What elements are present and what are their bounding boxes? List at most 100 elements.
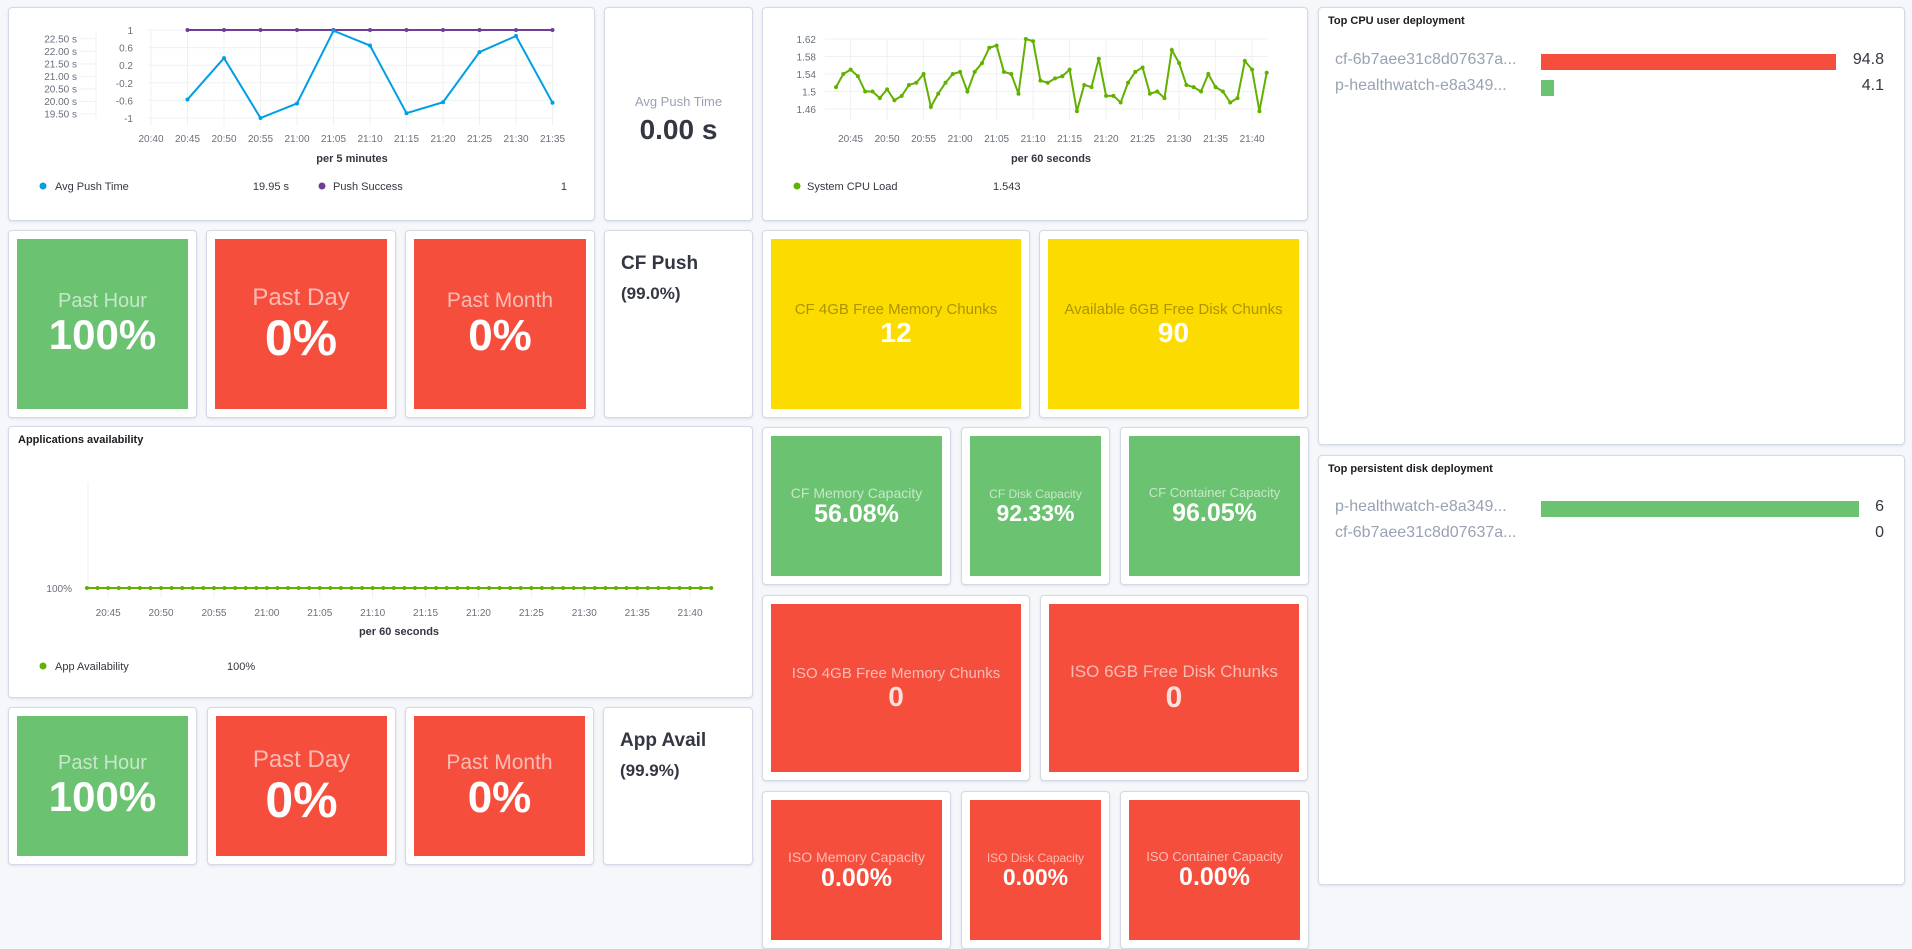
app-availability-point bbox=[85, 586, 89, 590]
tile-label: Past Day bbox=[252, 283, 350, 311]
legend-value: 100% bbox=[227, 661, 255, 673]
y-right-tick-label: 0.6 bbox=[119, 44, 133, 55]
app-avail-past-day: Past Day 0% bbox=[207, 707, 396, 865]
app-availability-point bbox=[434, 586, 439, 590]
system-cpu-load-point bbox=[1199, 89, 1203, 94]
app-avail-percent: (99.9%) bbox=[620, 761, 680, 780]
topn-row[interactable]: cf-6b7aee31c8d07637a... 0 bbox=[1319, 524, 1904, 544]
tile-value: 100% bbox=[48, 311, 157, 359]
app-availability-point bbox=[360, 586, 365, 590]
app-availability-point bbox=[614, 586, 618, 590]
system-cpu-load-point bbox=[980, 61, 984, 66]
app-availability-point bbox=[211, 586, 216, 590]
y-tick-label: 1.54 bbox=[797, 70, 817, 81]
system-cpu-load-point bbox=[1140, 65, 1145, 70]
avg-push-time-point bbox=[295, 101, 299, 106]
app-availability-point bbox=[307, 586, 312, 590]
app-availability-point bbox=[698, 586, 703, 590]
system-cpu-load-point bbox=[885, 87, 890, 92]
cf-push-title: CF Push bbox=[621, 253, 699, 274]
x-tick-label: 21:30 bbox=[1167, 134, 1192, 145]
push-success-point bbox=[368, 28, 372, 32]
app-availability-point bbox=[666, 586, 671, 590]
system-cpu-load-point bbox=[1191, 85, 1196, 90]
system-cpu-load-point bbox=[965, 89, 970, 94]
app-availability-point bbox=[688, 586, 693, 590]
app-availability-point bbox=[275, 586, 280, 590]
system-cpu-load-point bbox=[1206, 72, 1211, 76]
y-tick-label: 1.5 bbox=[802, 88, 816, 99]
y-left-tick-label: 21.50 s bbox=[44, 59, 77, 70]
topn-row[interactable]: p-healthwatch-e8a349... 6 bbox=[1319, 498, 1904, 518]
tile-value: 100% bbox=[48, 773, 157, 821]
system-cpu-load-point bbox=[936, 91, 941, 96]
app-availability-point bbox=[465, 586, 470, 590]
system-cpu-load-point bbox=[1089, 85, 1094, 90]
x-tick-label: 20:45 bbox=[838, 134, 863, 145]
topn-row[interactable]: cf-6b7aee31c8d07637a... 94.8 bbox=[1319, 51, 1904, 71]
y-left-tick-label: 22.00 s bbox=[44, 47, 77, 58]
topn-row[interactable]: p-healthwatch-e8a349... 4.1 bbox=[1319, 77, 1904, 97]
deployment-name[interactable]: cf-6b7aee31c8d07637a... bbox=[1335, 524, 1517, 541]
system-cpu-load-point bbox=[921, 72, 926, 76]
system-cpu-load-point bbox=[899, 93, 904, 98]
deployment-name[interactable]: cf-6b7aee31c8d07637a... bbox=[1335, 51, 1517, 68]
panel-title: Applications availability bbox=[18, 434, 144, 446]
legend-label: Push Success bbox=[333, 181, 403, 193]
app-availability-point bbox=[529, 586, 534, 590]
app-availability-point bbox=[550, 586, 555, 590]
system-cpu-load-point bbox=[950, 72, 955, 76]
system-cpu-load-point bbox=[1118, 100, 1123, 105]
app-availability-point bbox=[487, 586, 492, 590]
push-success-point bbox=[258, 28, 263, 32]
app-availability-point bbox=[635, 586, 640, 590]
y-tick-label: 1.46 bbox=[797, 105, 817, 116]
x-tick-label: 21:30 bbox=[572, 608, 597, 619]
app-availability-point bbox=[709, 586, 714, 590]
x-tick-label: 21:05 bbox=[307, 608, 332, 619]
tile-value: 0 bbox=[888, 680, 904, 712]
tile-label: ISO Memory Capacity bbox=[788, 848, 925, 865]
system-cpu-load-point bbox=[1228, 100, 1233, 105]
system-cpu-load-point bbox=[1264, 70, 1269, 75]
app-availability-point bbox=[370, 586, 375, 590]
panel-title: Top persistent disk deployment bbox=[1328, 463, 1493, 475]
app-availability-point bbox=[106, 586, 111, 590]
tile-label: CF Disk Capacity bbox=[989, 486, 1082, 501]
app-availability-point bbox=[508, 586, 513, 590]
deployment-value: 4.1 bbox=[1861, 77, 1884, 94]
system-cpu-load-point bbox=[1067, 67, 1072, 72]
avg-push-time-label: Avg Push Time bbox=[634, 94, 723, 109]
push-success-point bbox=[477, 28, 482, 32]
deployment-bar bbox=[1541, 54, 1836, 70]
app-availability-point bbox=[222, 586, 227, 590]
system-cpu-load-point bbox=[1082, 82, 1087, 87]
x-tick-label: 20:55 bbox=[201, 608, 226, 619]
x-tick-label: 21:05 bbox=[321, 134, 346, 145]
app-availability-point bbox=[518, 586, 523, 590]
tile-value: 0% bbox=[468, 310, 532, 360]
tile-value: 92.33% bbox=[996, 499, 1075, 526]
app-availability-point bbox=[582, 586, 587, 590]
app-availability-point bbox=[159, 586, 164, 590]
app-availability-point bbox=[561, 586, 566, 590]
app-availability-point bbox=[455, 586, 460, 590]
avg-push-time-point bbox=[441, 100, 445, 105]
system-cpu-load-point bbox=[1177, 61, 1182, 66]
deployment-name[interactable]: p-healthwatch-e8a349... bbox=[1335, 498, 1507, 515]
tile-label: Past Day bbox=[252, 745, 351, 773]
y-right-tick-label: 0.2 bbox=[119, 61, 133, 72]
tile-label: CF Memory Capacity bbox=[790, 484, 923, 501]
app-availability-point bbox=[137, 586, 142, 590]
app-availability-point bbox=[296, 586, 301, 590]
deployment-name[interactable]: p-healthwatch-e8a349... bbox=[1335, 77, 1507, 94]
tile-label: Available 6GB Free Disk Chunks bbox=[1064, 300, 1283, 318]
x-tick-label: 20:50 bbox=[149, 608, 174, 619]
app-availability-point bbox=[645, 586, 650, 590]
x-tick-label: 20:50 bbox=[211, 134, 236, 145]
x-tick-label: 21:25 bbox=[467, 134, 492, 145]
app-avail-summary: App Avail (99.9%) bbox=[603, 707, 753, 865]
x-tick-label: 21:30 bbox=[503, 134, 528, 145]
system-cpu-load-point bbox=[1162, 96, 1167, 101]
tile-label: Past Hour bbox=[58, 752, 147, 775]
